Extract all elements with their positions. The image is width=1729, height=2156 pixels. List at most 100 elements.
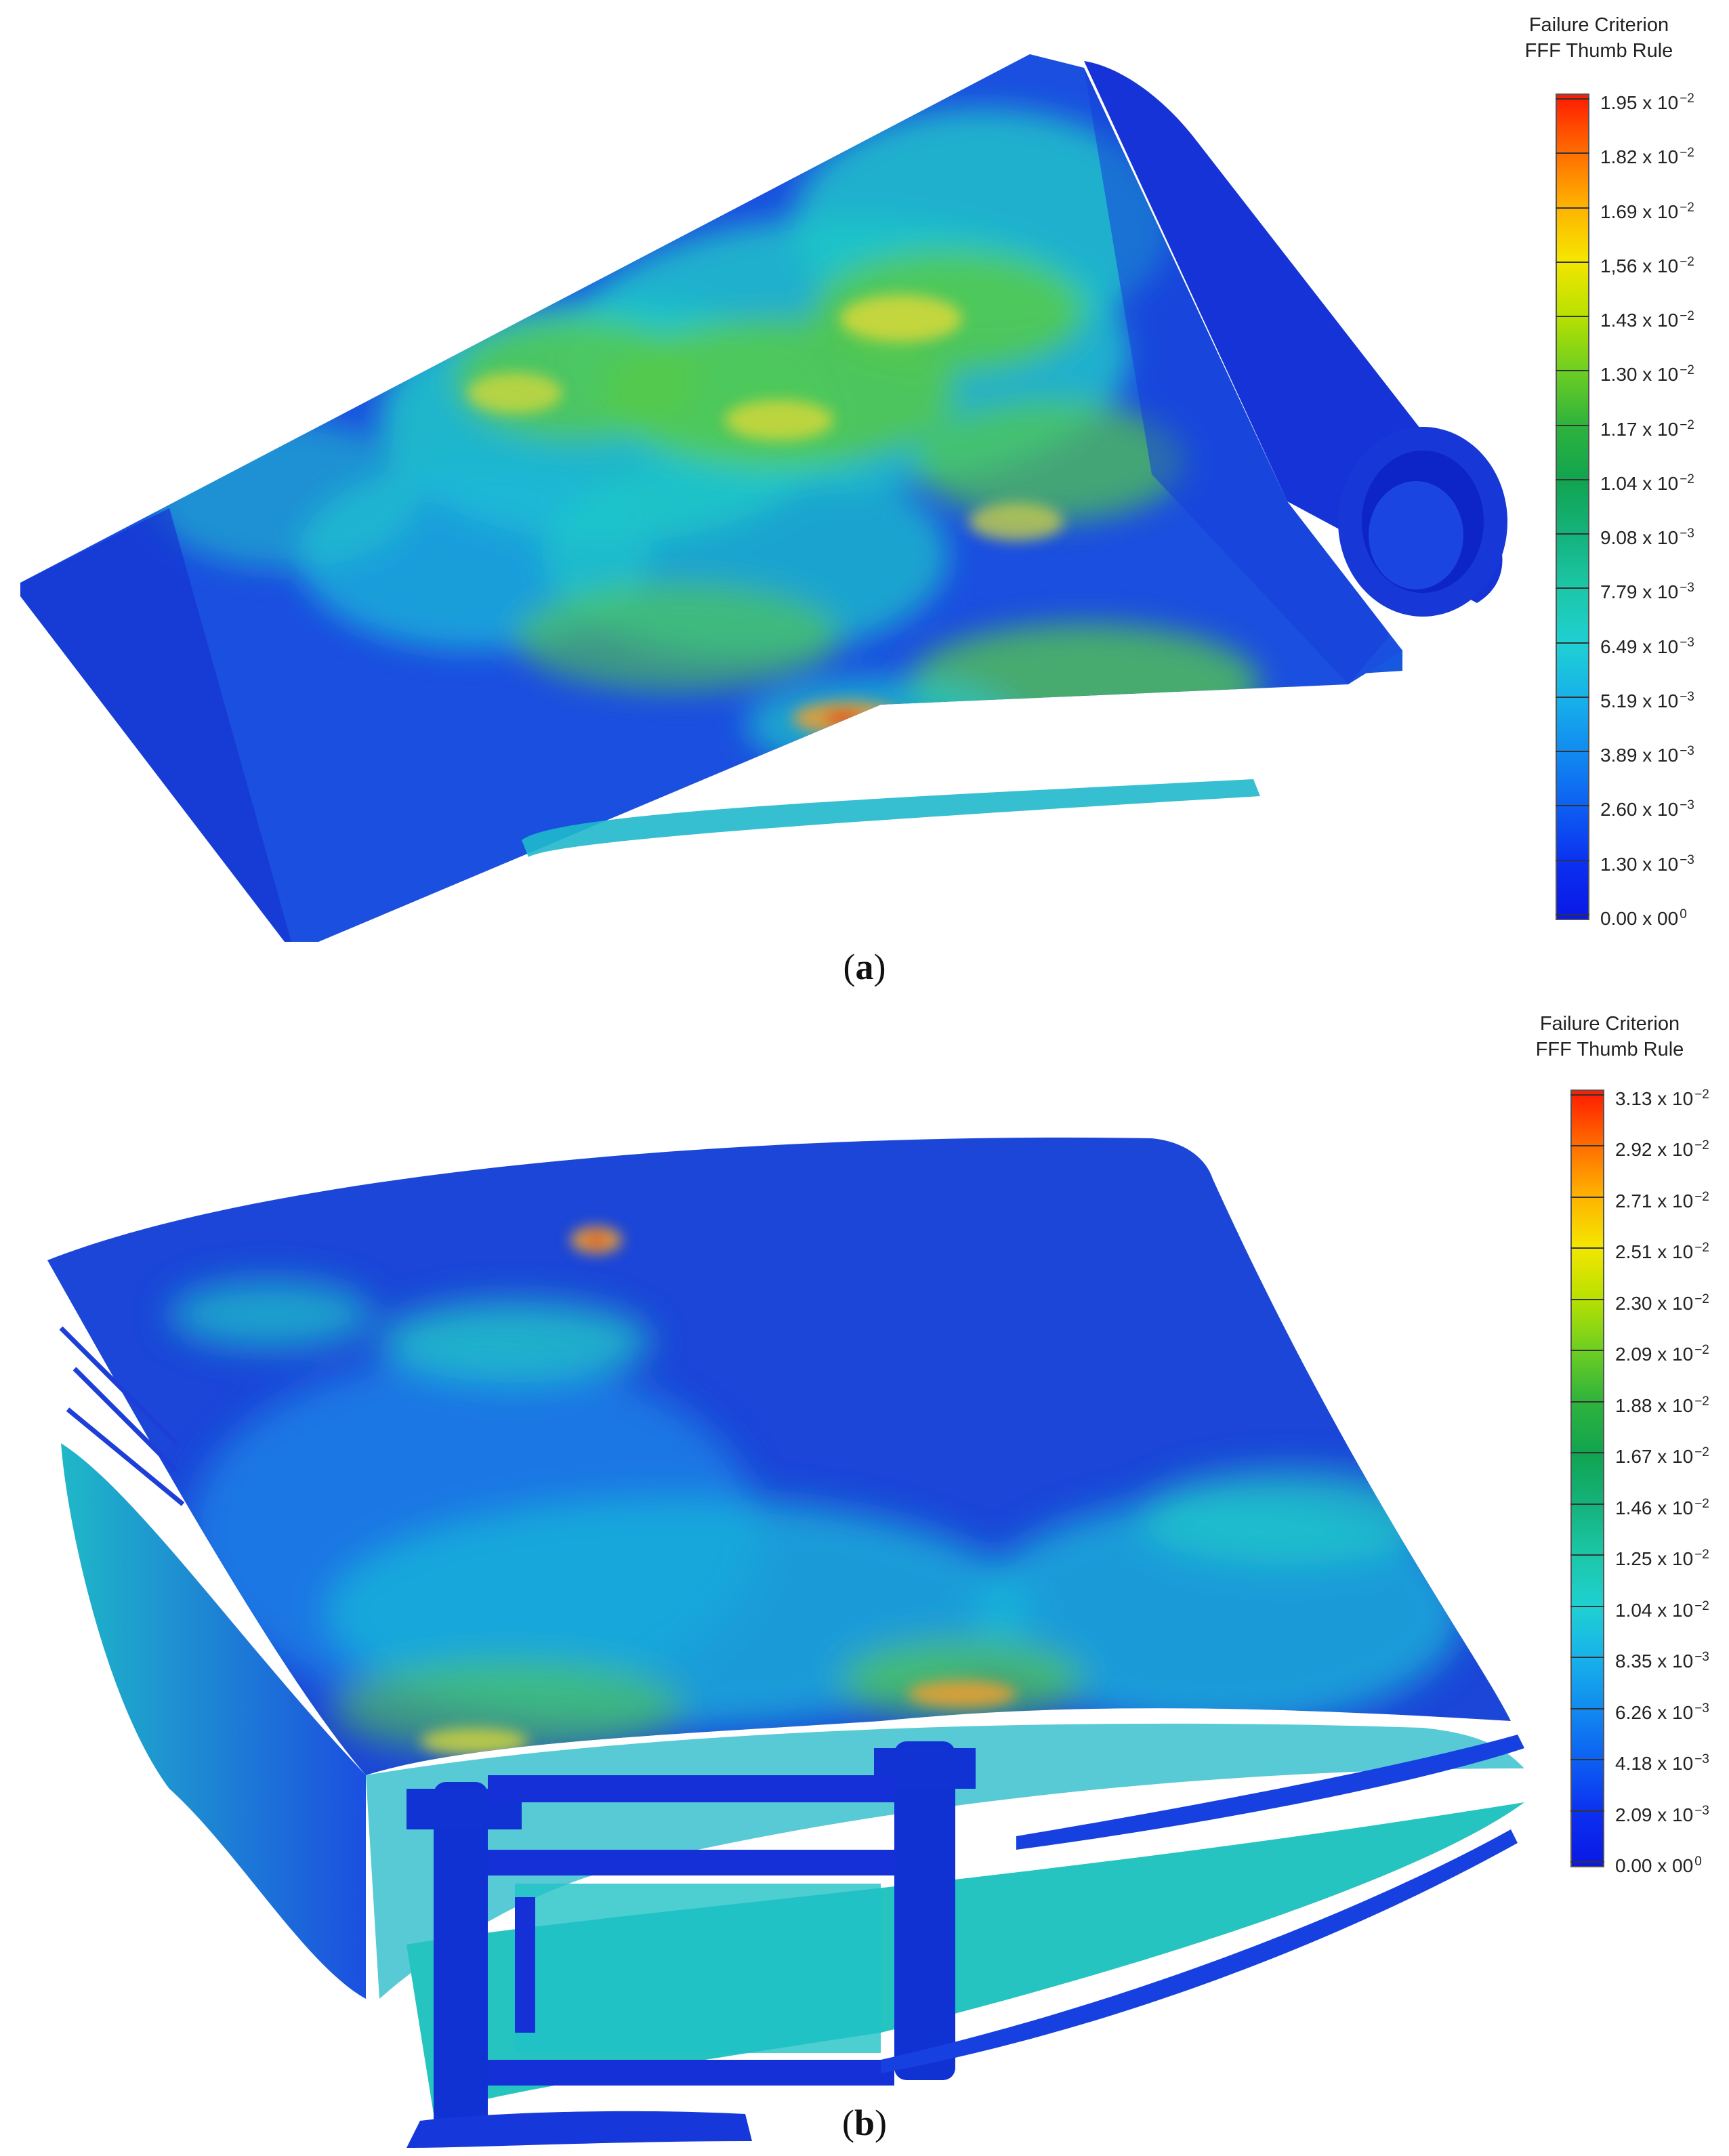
- tick-base: x 10: [1637, 310, 1679, 331]
- tick-mantissa: 1.88: [1615, 1394, 1652, 1416]
- colorbar-tick-mark: [1570, 1094, 1604, 1096]
- fea-render-b: [47, 1137, 1524, 2148]
- colorbar-tick-label: 1.04 x 10 −2: [1600, 470, 1694, 493]
- fea-render-a: [20, 54, 1507, 942]
- colorbar-tick-label: 1.04 x 10 −2: [1615, 1597, 1709, 1620]
- tick-base: x 10: [1652, 1651, 1694, 1672]
- tick-exponent: −2: [1694, 1343, 1709, 1358]
- tick-base: x 10: [1637, 418, 1679, 440]
- tick-mantissa: 2.09: [1615, 1804, 1652, 1825]
- trailing-fin-lower: [881, 1829, 1518, 2073]
- tick-base: x 10: [1652, 1241, 1694, 1263]
- colorbar-tick-mark: [1556, 805, 1589, 807]
- colorbar-tick-mark: [1570, 1503, 1604, 1505]
- colorbar-tick-mark: [1570, 1810, 1604, 1812]
- tick-exponent: −3: [1680, 635, 1694, 650]
- tick-exponent: −2: [1694, 1445, 1709, 1460]
- tick-base: x 10: [1637, 527, 1679, 549]
- tick-mantissa: 1.30: [1600, 853, 1638, 875]
- colorbar-tick-label: 6.26 x 10 −3: [1615, 1699, 1709, 1722]
- tick-base: x 10: [1637, 581, 1679, 603]
- tick-mantissa: 2.51: [1615, 1241, 1652, 1263]
- colorbar-tick-mark: [1556, 859, 1589, 861]
- tick-mantissa: 1.46: [1615, 1497, 1652, 1518]
- tick-base: x 10: [1652, 1394, 1694, 1416]
- colorbar-tick-mark: [1570, 1298, 1604, 1300]
- tick-mantissa: 1.25: [1615, 1548, 1652, 1570]
- colorbar-tick-label: 5.19 x 10 −3: [1600, 688, 1694, 711]
- colorbar-tick-mark: [1570, 1554, 1604, 1556]
- tick-mantissa: 5.19: [1600, 690, 1638, 711]
- colorbar-tick-label: 1,56 x 10 −2: [1600, 253, 1694, 276]
- tick-mantissa: 1.82: [1600, 146, 1638, 168]
- tick-exponent: −3: [1680, 852, 1694, 867]
- tick-base: x 00: [1637, 908, 1679, 929]
- tick-mantissa: 1.43: [1600, 310, 1638, 331]
- tick-mantissa: 6.26: [1615, 1701, 1652, 1723]
- panel-b: Failure Criterion FFF Thumb Rule 3.13 x …: [0, 1003, 1729, 2156]
- tick-base: x 10: [1652, 1344, 1694, 1365]
- tick-mantissa: 1.04: [1600, 472, 1638, 494]
- tick-mantissa: 1.04: [1615, 1599, 1652, 1621]
- tick-base: x 10: [1637, 745, 1679, 766]
- tick-mantissa: 1.95: [1600, 92, 1638, 113]
- colorbar-tick-mark: [1556, 207, 1589, 209]
- colorbar-tick-label: 1.95 x 10 −2: [1600, 89, 1694, 112]
- tick-mantissa: 9.08: [1600, 527, 1638, 549]
- tick-base: x 10: [1652, 1292, 1694, 1314]
- colorbar-tick-mark: [1570, 1196, 1604, 1198]
- tick-exponent: −2: [1680, 254, 1694, 269]
- airfoil-side-face: [61, 1443, 366, 1999]
- colorbar-tick-label: 1.43 x 10 −2: [1600, 307, 1694, 330]
- colorbar-tick-label: 2.60 x 10 −3: [1600, 796, 1694, 819]
- colorbar-tick-mark: [1570, 1247, 1604, 1249]
- stress-field-b: [169, 1226, 1463, 1755]
- tick-exponent: −3: [1694, 1803, 1709, 1818]
- tick-mantissa: 1.69: [1600, 201, 1638, 222]
- colorbar-tick-label: 1.67 x 10 −2: [1615, 1443, 1709, 1466]
- colorbar-tick-label: 2.51 x 10 −2: [1615, 1239, 1709, 1262]
- tick-base: x 10: [1652, 1548, 1694, 1570]
- colorbar-tick-label: 1.82 x 10 −2: [1600, 144, 1694, 167]
- tick-mantissa: 3.89: [1600, 745, 1638, 766]
- legend-title-line1: Failure Criterion: [1539, 1013, 1680, 1035]
- colorbar-tick-mark: [1556, 587, 1589, 589]
- colorbar-tick-mark: [1570, 1759, 1604, 1761]
- colorbar-tick-label: 2.30 x 10 −2: [1615, 1290, 1709, 1313]
- colorbar-tick-mark: [1570, 1861, 1604, 1863]
- legend-title-line2: FFF Thumb Rule: [1524, 40, 1673, 62]
- tick-base: x 10: [1637, 690, 1679, 711]
- tick-exponent: −3: [1680, 798, 1694, 813]
- tick-base: x 10: [1637, 799, 1679, 821]
- tick-base: x 10: [1637, 636, 1679, 657]
- airfoil-top-skin: [47, 1137, 1511, 1775]
- tick-mantissa: 0.00: [1600, 908, 1638, 929]
- tick-exponent: −3: [1680, 526, 1694, 541]
- tick-mantissa: 2.92: [1615, 1139, 1652, 1161]
- colorbar-tick-label: 7.79 x 10 −3: [1600, 579, 1694, 602]
- internal-spars: [407, 1741, 976, 2134]
- tick-base: x 10: [1637, 201, 1679, 222]
- tick-mantissa: 2.71: [1615, 1190, 1652, 1211]
- colorbar-tick-mark: [1570, 1707, 1604, 1709]
- tick-base: x 10: [1652, 1497, 1694, 1518]
- colorbar-tick-label: 2.09 x 10 −2: [1615, 1341, 1709, 1364]
- tick-mantissa: 2.60: [1600, 799, 1638, 821]
- colorbar-tick-label: 6.49 x 10 −3: [1600, 634, 1694, 657]
- tick-exponent: −2: [1694, 1241, 1709, 1256]
- caption-b: (b): [841, 2102, 887, 2143]
- colorbar-tick-mark: [1556, 642, 1589, 644]
- tick-exponent: −2: [1680, 146, 1694, 161]
- tick-exponent: −2: [1680, 91, 1694, 106]
- tick-exponent: −2: [1680, 200, 1694, 215]
- colorbar-tick-mark: [1556, 424, 1589, 426]
- tick-exponent: −2: [1694, 1189, 1709, 1204]
- colorbar-tick-mark: [1570, 1145, 1604, 1147]
- caption-a: (a): [843, 947, 886, 987]
- tick-mantissa: 2.09: [1615, 1344, 1652, 1365]
- colorbar-tick-label: 1.88 x 10 −2: [1615, 1392, 1709, 1415]
- colorbar-tick-label: 8.35 x 10 −3: [1615, 1648, 1709, 1671]
- trailing-fin-upper: [1016, 1735, 1524, 1850]
- tick-base: x 10: [1652, 1701, 1694, 1723]
- tick-exponent: −2: [1694, 1087, 1709, 1102]
